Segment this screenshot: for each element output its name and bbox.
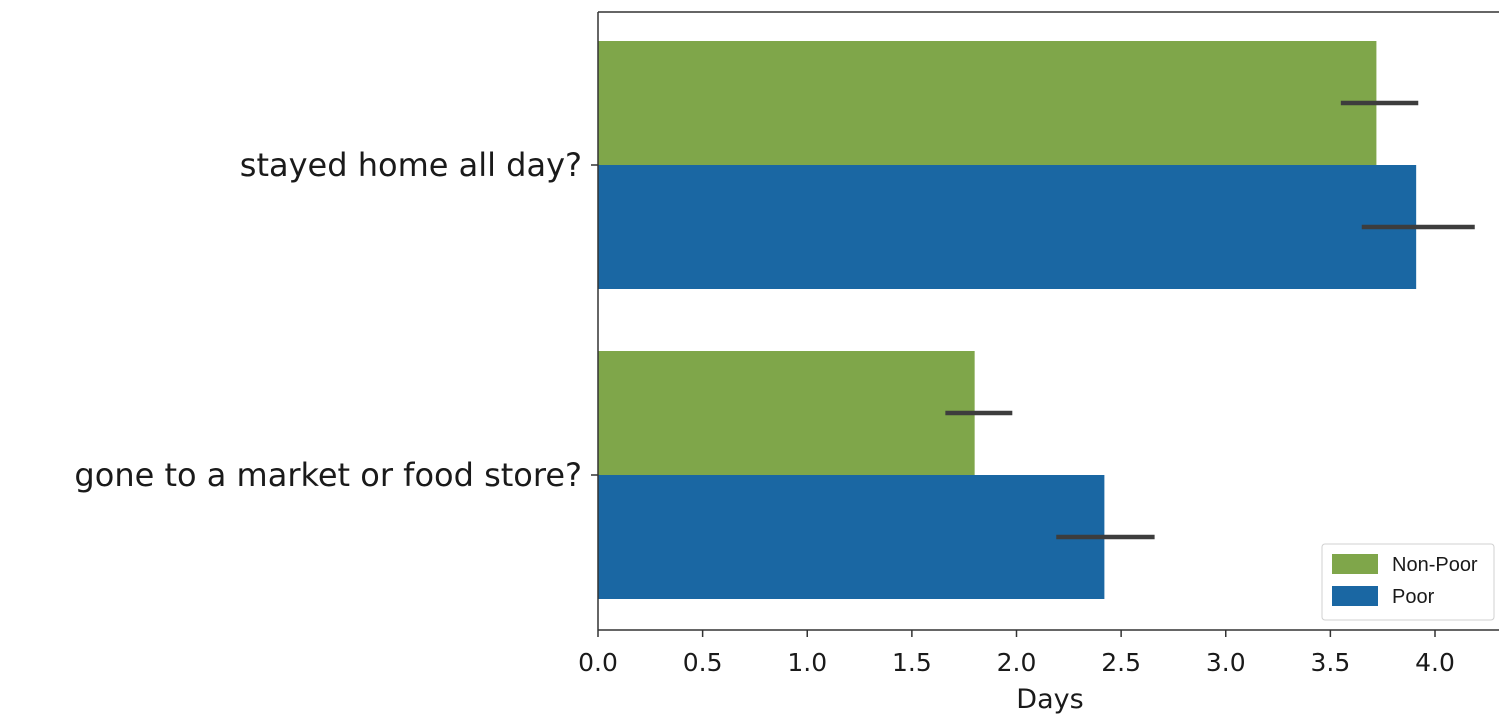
legend-label-non-poor: Non-Poor — [1392, 554, 1478, 576]
bar-non-poor-0 — [598, 41, 1377, 165]
x-tick-label: 3.5 — [1310, 648, 1350, 677]
category-labels-layer: stayed home all day? gone to a market or … — [74, 146, 582, 494]
x-tick-label: 2.5 — [1101, 648, 1141, 677]
x-tick-label: 2.0 — [997, 648, 1037, 677]
legend-swatch-poor — [1332, 586, 1378, 606]
x-axis-title: Days — [1016, 684, 1083, 714]
x-tick-label: 0.5 — [683, 648, 723, 677]
axes-layer — [597, 11, 1499, 631]
bar-non-poor-1 — [598, 351, 975, 475]
legend-label-poor: Poor — [1392, 586, 1435, 608]
x-tick-label: 3.0 — [1206, 648, 1246, 677]
bars-layer — [598, 41, 1417, 599]
error-bars-layer — [945, 100, 1475, 540]
x-ticks-layer: 0.0 0.5 1.0 1.5 2.0 2.5 3.0 3.5 4.0 — [578, 164, 1455, 677]
x-tick-label: 1.5 — [892, 648, 932, 677]
legend: Non-Poor Poor — [1321, 543, 1495, 621]
bar-poor-0 — [598, 165, 1417, 289]
bar-poor-1 — [598, 475, 1105, 599]
x-tick-label: 0.0 — [578, 648, 618, 677]
legend-swatch-non-poor — [1332, 554, 1378, 574]
x-tick-label: 4.0 — [1415, 648, 1455, 677]
x-tick-label: 1.0 — [787, 648, 827, 677]
category-label: stayed home all day? — [240, 146, 582, 184]
category-label: gone to a market or food store? — [74, 456, 582, 494]
